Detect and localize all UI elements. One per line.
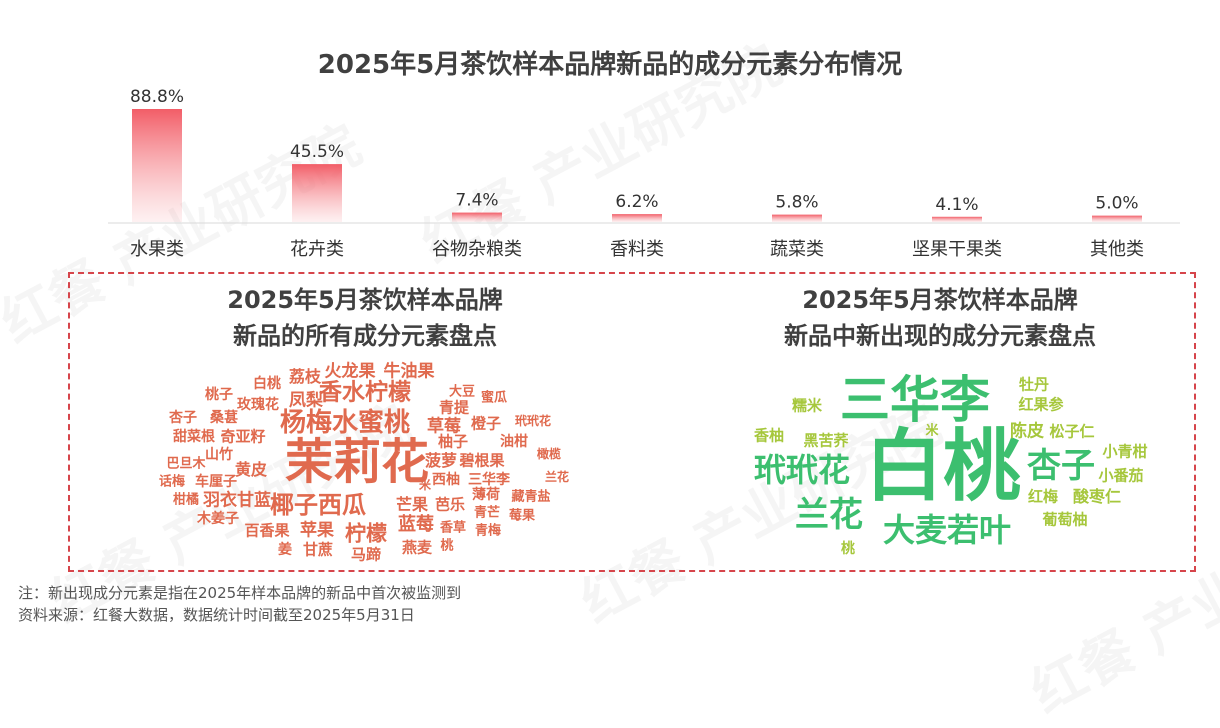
bar-6 [932, 216, 982, 222]
word-cloud-all-title-line2: 新品的所有成分元素盘点 [233, 322, 497, 350]
category-tick-label: 谷物杂粮类 [432, 239, 522, 260]
category-tick-label: 坚果干果类 [912, 239, 1002, 260]
word-cloud-new-title-line1: 2025年5月茶饮样本品牌 [802, 286, 1078, 314]
bar-value-label: 5.0% [1095, 194, 1138, 214]
bar-5 [772, 214, 822, 222]
footnote-note: 注：新出现成分元素是指在2025年样本品牌的新品中首次被监测到 [18, 584, 462, 602]
chart-title: 2025年5月茶饮样本品牌新品的成分元素分布情况 [317, 50, 903, 80]
word-cloud-all-title-line1: 2025年5月茶饮样本品牌 [227, 286, 503, 314]
category-tick-label: 水果类 [130, 239, 184, 260]
word-cloud-frame [68, 272, 1196, 572]
bar-4 [612, 214, 662, 222]
bar-2 [292, 164, 342, 222]
bar-value-label: 7.4% [455, 191, 498, 211]
category-tick-label: 花卉类 [290, 239, 344, 260]
word-cloud-new-title-line2: 新品中新出现的成分元素盘点 [784, 322, 1096, 350]
bar-7 [1092, 215, 1142, 222]
bar-value-label: 6.2% [615, 192, 658, 212]
bar-1 [132, 109, 182, 222]
bar-value-label: 5.8% [775, 193, 818, 213]
footnote-source: 资料来源：红餐大数据，数据统计时间截至2025年5月31日 [18, 606, 415, 624]
category-tick-label: 蔬菜类 [770, 239, 824, 260]
bar-chart: 88.8% 水果类 45.5% 花卉类 7.4% 谷物杂粮类 6.2% 香料类 5.8% 蔬菜类 4… [108, 87, 1180, 260]
category-tick-label: 其他类 [1090, 239, 1144, 260]
bar-3 [452, 212, 502, 222]
bar-value-label: 4.1% [935, 195, 978, 215]
bar-value-label: 45.5% [290, 142, 344, 162]
word-cloud-new-title: 2025年5月茶饮样本品牌 新品中新出现的成分元素盘点 [700, 282, 1180, 354]
bar-value-label: 88.8% [130, 87, 184, 107]
word-cloud-all-title: 2025年5月茶饮样本品牌 新品的所有成分元素盘点 [130, 282, 600, 354]
category-tick-label: 香料类 [610, 239, 664, 260]
